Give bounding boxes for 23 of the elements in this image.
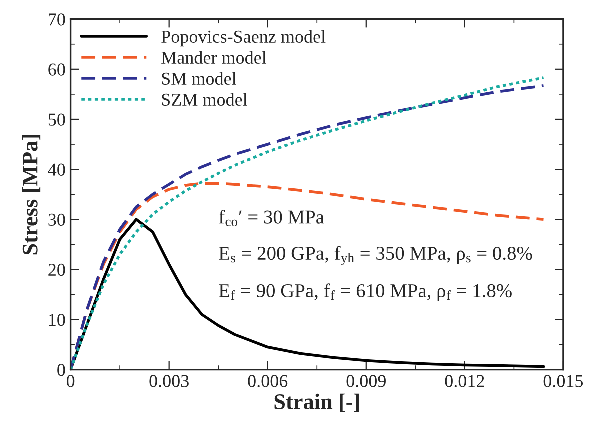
x-tick-label: 0.006	[248, 375, 288, 388]
x-tick-label: 0.003	[150, 375, 189, 388]
legend-label: Mander model	[162, 51, 267, 64]
x-tick-label: 0	[66, 375, 75, 388]
x-axis-title: Strain [-]	[274, 394, 359, 412]
x-tick-label: 0.012	[445, 375, 484, 388]
annotation: E$_{f}$ = 90 GPa, f$_{f}$ = 610 MPa, ρ$_{f}$ = 1.8%	[219, 284, 512, 302]
y-tick-label: 40	[48, 164, 66, 176]
legend-label: Popovics-Saenz model	[162, 30, 326, 47]
annotation: E$_{s}$ = 200 GPa, f$_{yh}$ = 350 MPa, ρ$_{s}$ = 0.8%	[219, 246, 532, 266]
y-tick-label: 10	[49, 314, 66, 326]
x-tick-label: 0.015	[544, 375, 584, 388]
y-tick-label: 0	[58, 364, 66, 376]
y-tick-label: 60	[48, 64, 66, 76]
y-axis-title: Stress [MPa]	[22, 135, 41, 255]
legend-label: SZM model	[162, 93, 248, 106]
y-tick-label: 50	[48, 114, 66, 126]
legend-label: SM model	[162, 72, 236, 85]
annotation: f$_{co}$′ = 30 MPa	[219, 210, 324, 226]
y-tick-label: 30	[48, 214, 66, 226]
y-tick-label: 70	[49, 14, 66, 26]
x-tick-label: 0.009	[346, 375, 386, 388]
y-tick-label: 20	[48, 264, 66, 276]
